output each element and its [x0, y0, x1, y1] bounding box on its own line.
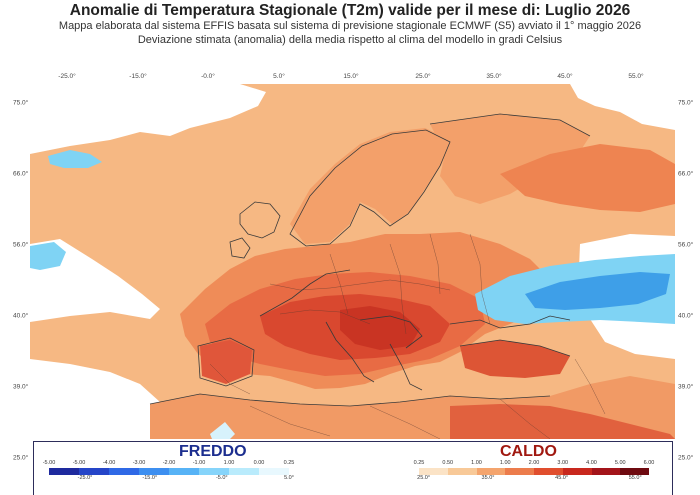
warm-color-bar: [419, 468, 649, 475]
warm-tick-labels: 0.25 0.50 1.00 1.00 2.00 3.00 4.00 5.00 …: [414, 460, 655, 468]
neutral-zone-arctic-east: [570, 84, 675, 130]
warm-deg: 45.0°: [555, 475, 569, 481]
warm-tick: 4.00: [586, 460, 597, 466]
anomaly-cold-north-atlantic: [48, 150, 102, 168]
cold-swatch: [259, 468, 289, 475]
warm-swatch: [505, 468, 534, 475]
lat-label: 39.0°: [678, 383, 694, 391]
cold-swatch: [49, 468, 79, 475]
map-subtitle-1: Mappa elaborata dal sistema EFFIS basata…: [58, 20, 642, 32]
cold-tick-labels: -5.00 -5.00 -4.00 -3.00 -2.00 -1.00 1.00…: [43, 460, 295, 468]
lat-label: 66.0°: [678, 170, 694, 178]
lat-label: 56.0°: [13, 241, 29, 249]
cold-tick: -5.00: [42, 460, 56, 466]
warm-tick: 0.25: [413, 460, 425, 466]
cold-swatch: [199, 468, 229, 475]
cold-swatch: [139, 468, 169, 475]
cold-deg: -25.0°: [77, 475, 93, 481]
cold-tick: -3.00: [132, 460, 146, 466]
lat-label: 75.0°: [13, 99, 29, 107]
warm-swatch: [591, 468, 621, 475]
land-scandinavia: [290, 128, 450, 244]
country-borders: [209, 233, 606, 439]
anomaly-extreme-hungary: [340, 306, 420, 350]
anomaly-very-hot-iberia: [200, 340, 252, 384]
cold-color-bar: [49, 468, 289, 475]
anomaly-cold-caspian-core: [525, 272, 670, 310]
cold-tick: -5.00: [72, 460, 86, 466]
warm-deg: 55.0°: [628, 475, 642, 481]
warm-deg: 35.0°: [481, 475, 495, 481]
lat-label: 25.0°: [13, 454, 29, 462]
warm-swatch: [419, 468, 448, 475]
lat-label: 40.0°: [678, 312, 694, 320]
lon-label: 15.0°: [343, 73, 359, 80]
coastlines: [149, 113, 591, 407]
map-subtitle-2: Deviazione stimata (anomalia) della medi…: [137, 33, 563, 46]
header: Anomalie di Temperatura Stagionale (T2m)…: [0, 0, 700, 56]
legend-cold-label: FREDDO: [179, 443, 247, 460]
warm-tick: 2.00: [528, 460, 540, 466]
anomaly-hot-russia-east: [500, 144, 675, 212]
cold-deg: -5.0°: [215, 475, 228, 481]
cold-tick: 0.25: [283, 460, 295, 466]
cold-swatch: [79, 468, 109, 475]
warm-tick: 5.00: [614, 460, 626, 466]
cold-swatch: [109, 468, 139, 475]
warm-tick: 0.50: [442, 460, 454, 466]
map-title: Anomalie di Temperatura Stagionale (T2m)…: [69, 2, 631, 19]
cold-deg: 5.0°: [284, 475, 294, 481]
cold-swatch: [169, 468, 199, 475]
lon-label: 55.0°: [628, 73, 644, 80]
warm-swatch: [534, 468, 563, 475]
lon-label: 25.0°: [415, 73, 431, 80]
warm-swatch: [476, 468, 506, 475]
warm-swatch: [447, 468, 477, 475]
lon-label: -0.0°: [201, 73, 215, 80]
lat-label: 75.0°: [678, 99, 694, 107]
anomaly-map-svg: [30, 84, 675, 439]
longitude-labels-top: -25.0° -15.0° -0.0° 5.0° 15.0° 25.0° 35.…: [0, 73, 700, 85]
anomaly-cold-atlantic-west: [30, 242, 66, 270]
legend-warm-label: CALDO: [500, 443, 557, 460]
warm-tick: 1.00: [471, 460, 482, 466]
neutral-zone-southwest: [30, 359, 180, 439]
latitude-labels-right: 75.0° 66.0° 56.0° 40.0° 39.0° 25.0°: [678, 0, 700, 495]
lat-label: 40.0°: [13, 312, 29, 320]
warm-tick: 1.00: [499, 460, 511, 466]
neutral-zone-atlantic-north: [30, 84, 266, 154]
warm-tick: 3.00: [557, 460, 569, 466]
warm-color-scale: 0.25 0.50 1.00 1.00 2.00 3.00 4.00 5.00 …: [414, 442, 655, 483]
lon-label: 5.0°: [273, 73, 285, 80]
lon-label: -15.0°: [129, 73, 147, 80]
lat-label: 39.0°: [13, 383, 29, 391]
lat-label: 56.0°: [678, 241, 694, 249]
cold-deg: -15.0°: [142, 475, 158, 481]
cold-tick: -2.00: [162, 460, 176, 466]
anomaly-hot-africa-east: [450, 404, 675, 439]
cold-color-scale: -5.00 -5.00 -4.00 -3.00 -2.00 -1.00 1.00…: [43, 442, 295, 483]
cold-swatch: [229, 468, 259, 475]
lat-label: 66.0°: [13, 170, 29, 178]
lat-label: 25.0°: [678, 454, 694, 462]
lon-label: 45.0°: [557, 73, 573, 80]
legend-panel: FREDDO CALDO -5.00 -5.00 -4.00 -3.00 -2.…: [33, 441, 673, 495]
cold-tick: 0.00: [253, 460, 265, 466]
warm-deg: 25.0°: [417, 475, 431, 481]
anomaly-cold-sahara-west: [210, 422, 235, 439]
lon-label: 35.0°: [486, 73, 502, 80]
warm-swatch: [562, 468, 592, 475]
lon-label: -25.0°: [58, 73, 76, 80]
warm-tick: 6.00: [643, 460, 655, 466]
anomaly-map[interactable]: [30, 84, 675, 439]
cold-tick: -4.00: [102, 460, 116, 466]
cold-tick: -1.00: [192, 460, 206, 466]
warm-degree-labels: 25.0° 35.0° 45.0° 55.0°: [417, 475, 649, 483]
cold-degree-labels: -25.0° -15.0° -5.0° 5.0°: [49, 475, 294, 483]
anomaly-very-hot-turkey: [460, 340, 570, 378]
latitude-labels-left: 75.0° 66.0° 56.0° 40.0° 39.0° 25.0°: [13, 0, 43, 495]
land-northwest-russia: [430, 114, 590, 204]
cold-tick: 1.00: [223, 460, 235, 466]
warm-swatch: [620, 468, 649, 475]
